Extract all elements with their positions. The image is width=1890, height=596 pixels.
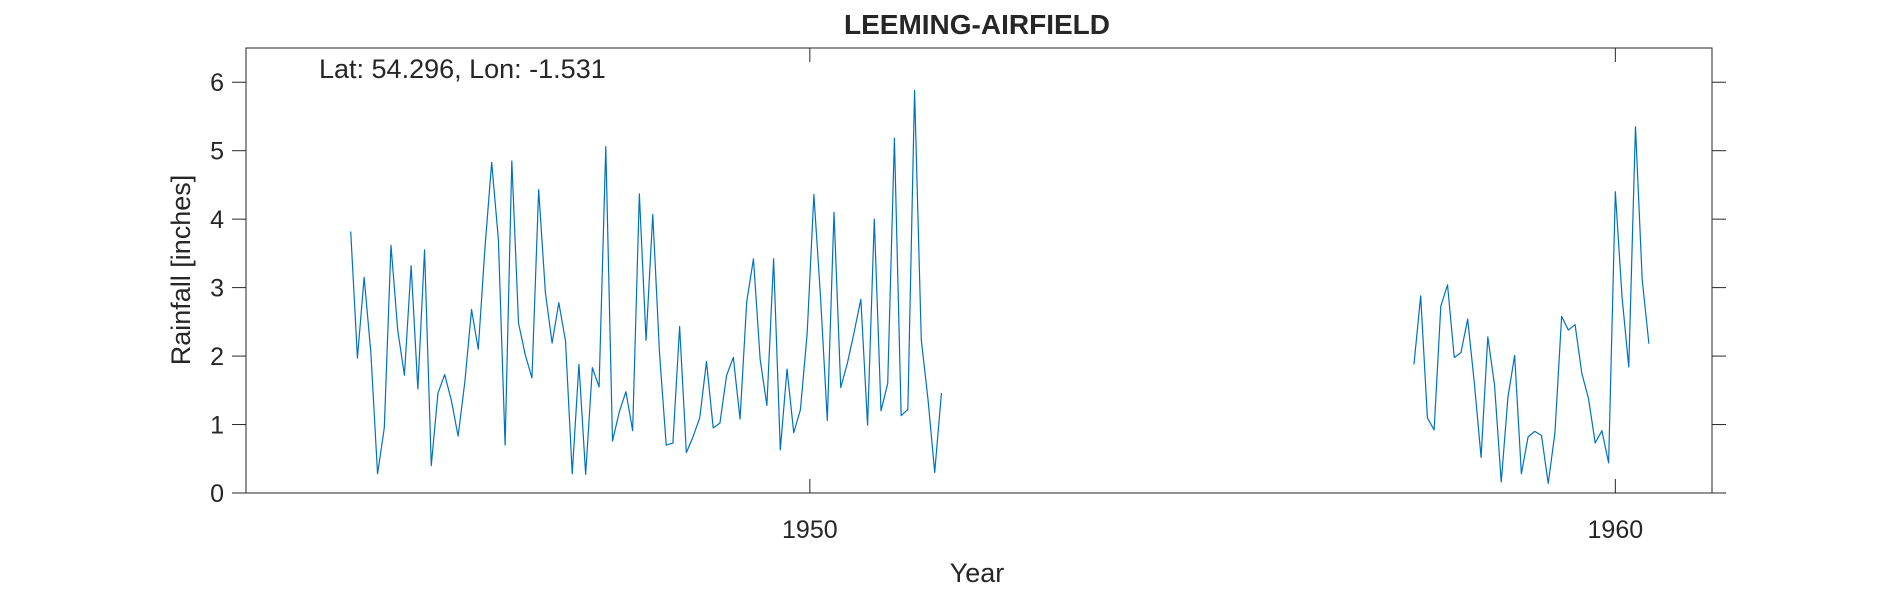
y-axis-label: Rainfall [inches] [166, 175, 196, 366]
y-tick-label: 2 [210, 343, 224, 371]
y-tick-label: 1 [210, 412, 224, 440]
y-tick-label: 4 [210, 206, 224, 234]
x-tick-label: 1950 [782, 516, 838, 544]
plot-area [350, 89, 1650, 485]
y-tick-label: 3 [210, 275, 224, 303]
location-annotation: Lat: 54.296, Lon: -1.531 [319, 54, 606, 84]
y-tick-label: 0 [210, 480, 224, 508]
axes: 0 1 2 3 4 5 6 1950 1960 [210, 47, 1726, 544]
x-axis-label: Year [950, 558, 1005, 588]
rainfall-series-line [1413, 126, 1650, 485]
axes-box [245, 47, 1713, 494]
x-tick-label: 1960 [1588, 516, 1644, 544]
chart-title: LEEMING-AIRFIELD [844, 9, 1110, 40]
rainfall-series-line [350, 89, 943, 476]
y-tick-label: 6 [210, 69, 224, 97]
y-tick-label: 5 [210, 138, 224, 166]
